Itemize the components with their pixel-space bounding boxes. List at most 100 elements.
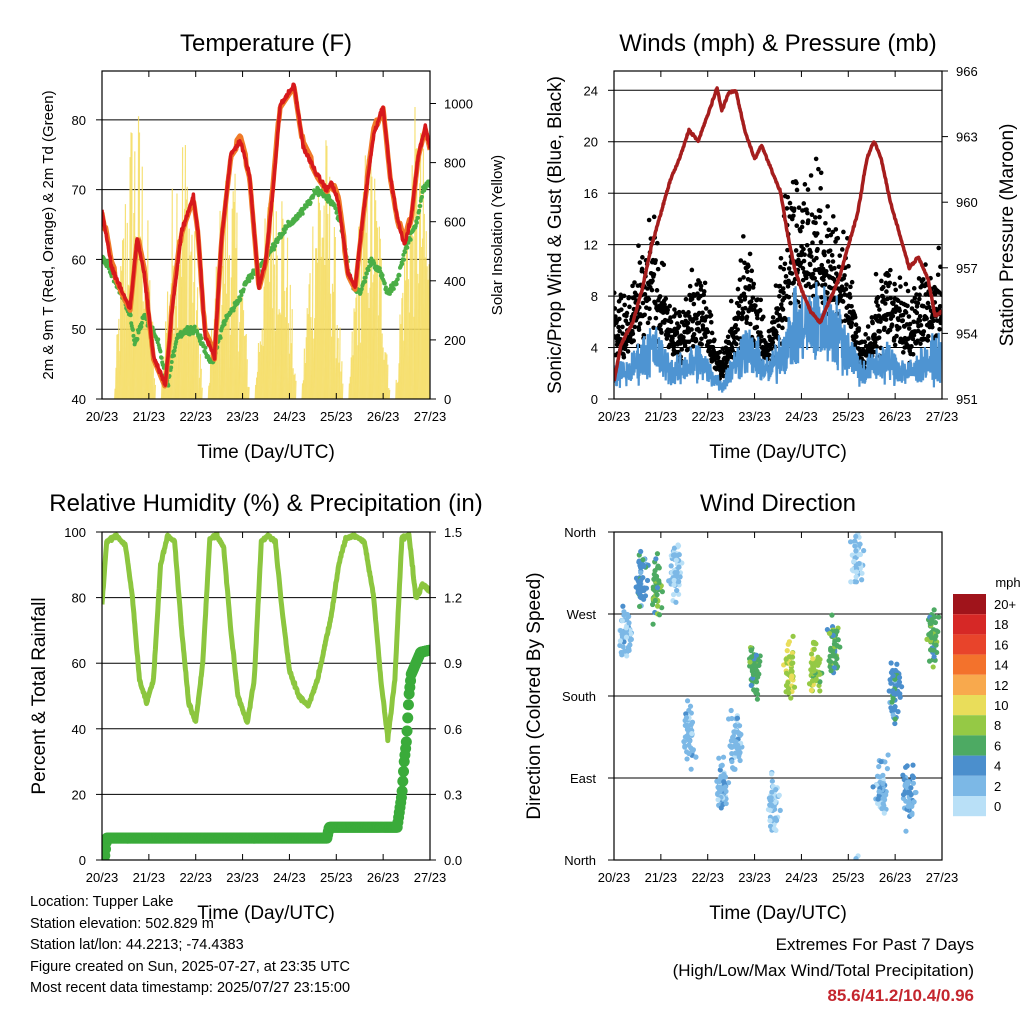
wind-direction-point [885,752,891,758]
wind-direction-point [786,690,792,696]
gust-point [796,205,802,210]
gust-point [777,283,783,289]
wind-direction-point [878,759,884,765]
temp-ylabel: 2m & 9m T (Red, Orange) & 2m Td (Green) [40,90,57,379]
gust-point [653,258,658,263]
gust-point [651,325,656,331]
gust-point [665,307,670,313]
wind-direction-point [752,662,759,669]
wind-direction-point [789,650,795,656]
wind-direction-point [623,625,629,631]
wind-direction-point [734,715,741,721]
wind-direction-point [851,538,858,545]
precip-point [398,765,410,777]
gust-point [832,265,837,271]
gust-point [833,227,839,232]
gust-point [696,310,702,316]
gust-point [742,294,748,300]
gust-point [906,326,912,331]
dewpoint-point [414,220,419,225]
rh-xtick-label: 24/23 [273,870,306,885]
gust-point [787,280,792,286]
gust-point [827,248,833,253]
gust-point [735,327,741,332]
wind-direction-point [827,653,833,659]
dewpoint-point [359,287,364,292]
gust-point [701,327,706,332]
wind-direction-point [624,653,630,659]
wind-direction-point [817,671,823,677]
gust-point [765,348,771,354]
wind-direction-point [853,856,859,860]
wind-ytick-label: 24 [584,83,598,98]
gust-point [646,296,652,302]
gust-point [726,347,732,353]
wind-direction-point [722,773,728,780]
gust-point [694,316,699,321]
wind-direction-point [717,767,723,773]
gust-point [937,303,942,309]
rh-xtick-label: 25/23 [320,870,353,885]
gust-point [821,249,827,254]
wind-direction-point [731,729,737,735]
wind-direction-point [896,674,903,681]
gust-point [770,315,776,320]
wind-direction-point [888,660,894,666]
gust-point [647,316,653,321]
dewpoint-point [238,297,243,302]
rh-ylabel: Percent & Total Rainfall [29,597,50,794]
gust-point [620,331,626,336]
wind-direction-point [659,605,665,611]
wind-direction-point [929,635,935,641]
gust-point [849,279,855,285]
wind-direction-point [897,691,903,697]
gust-point [863,332,868,337]
gust-point [814,255,819,261]
gust-point [909,344,914,349]
colorbar-label: 12 [994,678,1008,693]
gust-point [689,296,695,302]
gust-point [748,321,753,327]
gust-point [866,336,871,341]
gust-point [679,347,685,352]
wind-direction-point [767,807,773,813]
gust-point [826,227,832,233]
gust-point [614,306,618,311]
gust-point [780,307,786,312]
gust-point [900,312,906,318]
dir-xtick-label: 25/23 [832,870,865,885]
dewpoint-point [300,211,305,216]
wind-direction-point [687,703,694,709]
precip-point [397,775,409,787]
wind-direction-point [723,788,729,794]
gust-point [625,321,630,327]
dewpoint-point [171,353,176,358]
rh-y2tick-label: 0.6 [444,722,462,737]
wind-direction-point [684,724,691,730]
gust-point [830,259,836,264]
gust-point [854,334,859,339]
wind-direction-point [748,654,755,660]
gust-point [736,303,742,309]
colorbar-label: 14 [994,658,1008,673]
gust-point [741,275,746,280]
wind-ytick-label: 12 [584,238,598,253]
gust-point [807,262,813,268]
gust-point [905,288,911,294]
wind-xtick-label: 27/23 [926,409,959,424]
gust-point [758,330,763,335]
station-elevation: Station elevation: 502.829 m [30,915,214,932]
gust-point [702,280,708,286]
gust-point [849,304,854,309]
wind-direction-point [928,630,934,636]
dewpoint-point [413,223,418,228]
gust-point [801,258,807,264]
gust-point [843,286,849,292]
wind-direction-point [808,651,815,657]
wind-direction-point [900,791,907,798]
gust-point [695,291,700,296]
wind-direction-point [929,616,935,622]
gust-point [830,214,836,219]
gust-point [699,336,704,342]
gust-point [632,280,637,285]
